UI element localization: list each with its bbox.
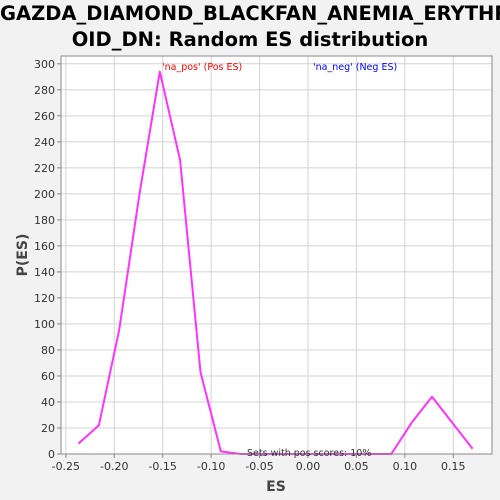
pos-scores-annotation: Sets with pos scores: 10% [247,448,371,459]
chart-title: GAZDA_DIAMOND_BLACKFAN_ANEMIA_ERYTHR OID… [0,0,500,53]
y-tick-label: 180 [34,214,55,227]
y-tick-label: 60 [41,370,55,383]
legend-entry: 'na_neg' (Neg ES) [313,62,397,73]
x-tick-label: -0.25 [52,460,80,473]
y-tick-label: 100 [34,318,55,331]
x-tick-label: 0.15 [441,460,466,473]
x-axis-title: ES [266,479,286,495]
y-tick-label: 80 [41,344,55,357]
y-tick-label: 260 [34,110,55,123]
grid [61,56,492,455]
x-tick-label: -0.05 [245,460,273,473]
y-tick-label: 300 [34,58,55,71]
y-tick-label: 0 [48,448,55,461]
x-tick-label: -0.15 [148,460,176,473]
axes-group: 0 20 40 60 80 100 120 140 160 180 200 220 240 260 280 3… [34,58,466,473]
y-tick-label: 160 [34,240,55,253]
chart-title-line-1: GAZDA_DIAMOND_BLACKFAN_ANEMIA_ERYTHR [0,2,500,25]
y-tick-label: 140 [34,266,55,279]
y-axis-title: P(ES) [15,234,31,277]
y-tick-label: 280 [34,84,55,97]
y-tick-label: 220 [34,162,55,175]
y-tick-label: 120 [34,292,55,305]
x-tick-label: 0.05 [344,460,369,473]
chart-title-line-2: OID_DN: Random ES distribution [71,28,429,51]
y-tick-label: 200 [34,188,55,201]
y-tick-label: 40 [41,396,55,409]
y-tick-label: 240 [34,136,55,149]
x-tick-label: 0.00 [296,460,321,473]
plot-frame [60,55,493,455]
plot-area [61,56,492,454]
x-tick-label: 0.10 [393,460,418,473]
x-tick-label: -0.10 [197,460,225,473]
legend-entry: 'na_pos' (Pos ES) [162,62,242,73]
y-tick-label: 20 [41,422,55,435]
x-tick-label: -0.20 [100,460,128,473]
legend: 'na_pos' (Pos ES) 'na_neg' (Neg ES) [162,62,397,73]
